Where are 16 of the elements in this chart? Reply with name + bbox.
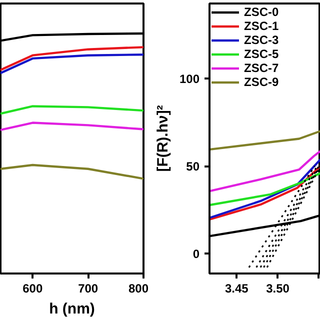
y-tick-label: 50 <box>186 160 200 174</box>
x-axis-title: h (nm) <box>49 300 95 318</box>
legend-label: ZSC-1 <box>244 19 279 33</box>
x-tick-label: 3.50 <box>266 282 290 296</box>
y-axis-title: [F(R).hν]² <box>154 105 172 172</box>
x-tick-label: 600 <box>22 282 43 296</box>
y-tick-label: 0 <box>192 246 200 261</box>
legend-label: ZSC-3 <box>244 33 279 47</box>
x-tick-label: 700 <box>78 282 98 296</box>
legend-label: ZSC-9 <box>244 75 279 89</box>
y-tick-label: 100 <box>179 72 200 86</box>
x-tick-label: 3.45 <box>224 282 249 296</box>
x-tick-label: 800 <box>128 282 149 296</box>
legend-label: ZSC-0 <box>244 5 279 19</box>
legend-label: ZSC-7 <box>244 61 279 75</box>
legend-label: ZSC-5 <box>244 47 279 61</box>
